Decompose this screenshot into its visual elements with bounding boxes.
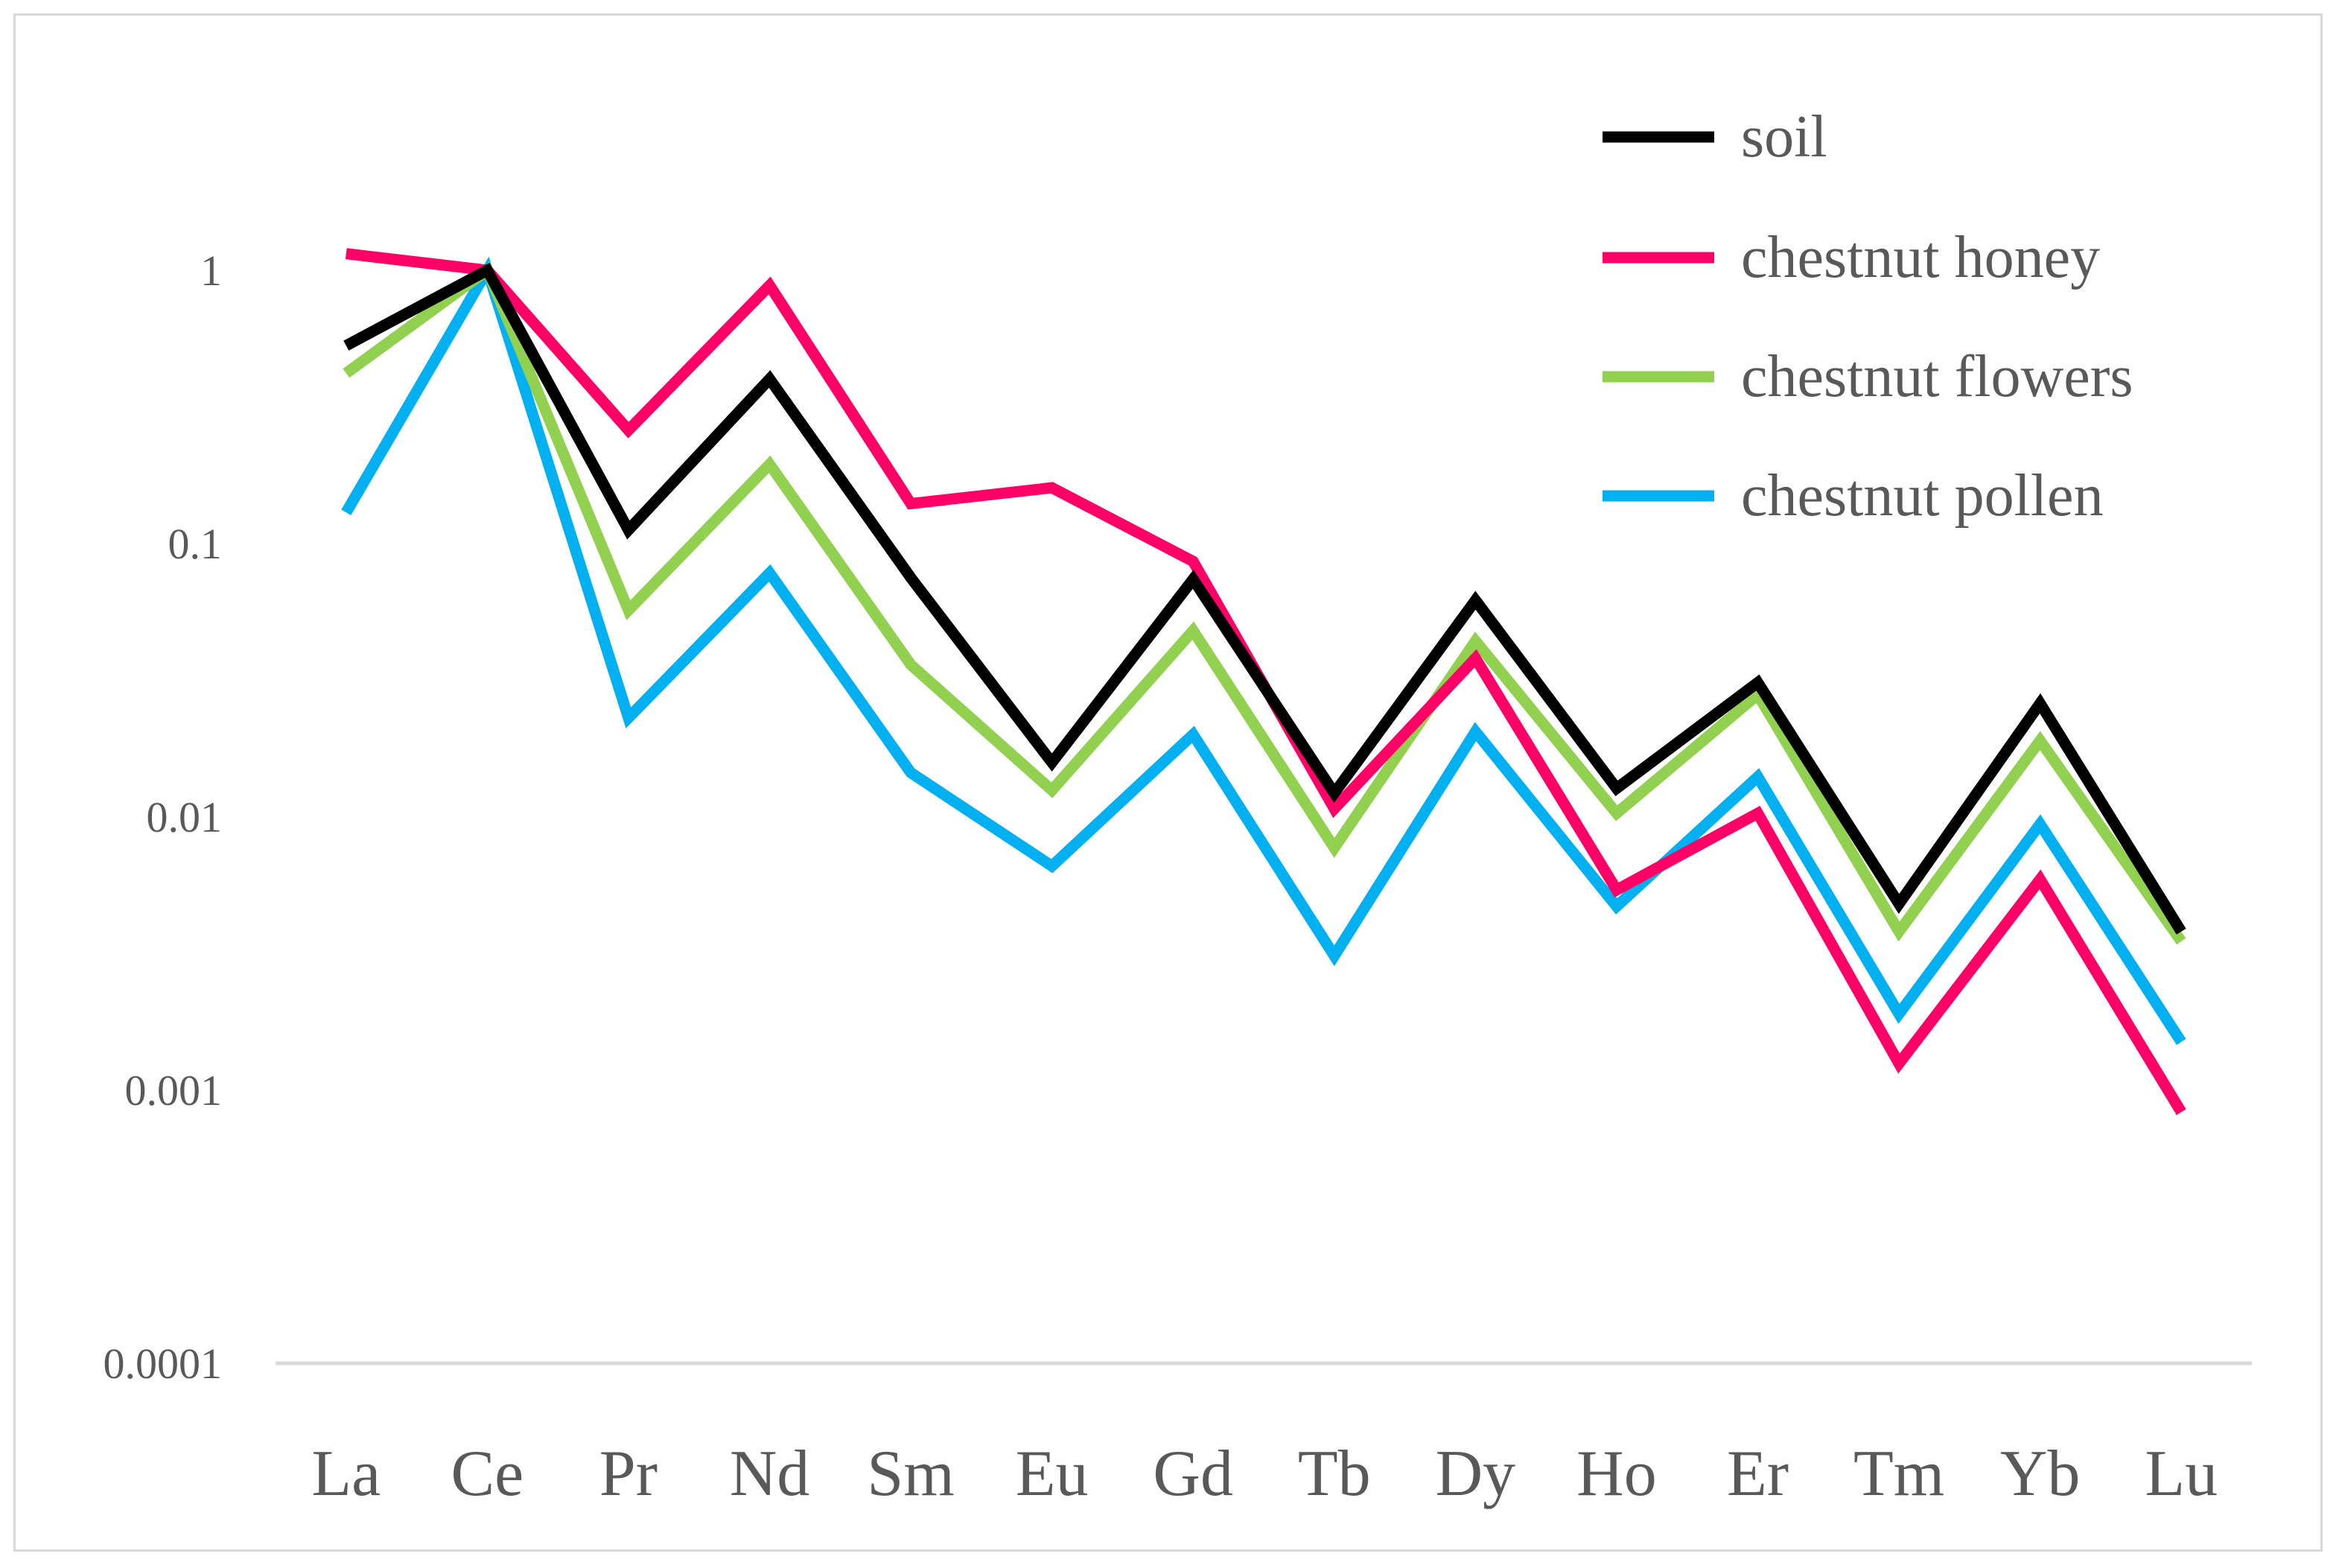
x-tick-label: Ho xyxy=(1576,1438,1657,1510)
legend-label: chestnut pollen xyxy=(1741,463,2104,529)
x-tick-label: Nd xyxy=(730,1438,810,1510)
x-tick-label: Tb xyxy=(1298,1438,1371,1510)
y-tick-label: 1 xyxy=(200,246,222,295)
x-axis-ticks: La Ce Pr Nd Sm Eu Gd Tb Dy Ho Er Tm Yb Lu xyxy=(311,1438,2218,1510)
x-tick-label: Pr xyxy=(599,1438,658,1510)
chart-frame xyxy=(13,13,2323,1552)
x-tick-label: La xyxy=(311,1438,381,1510)
y-tick-label: 0.1 xyxy=(168,520,223,568)
y-tick-label: 0.0001 xyxy=(104,1339,223,1388)
x-tick-label: Yb xyxy=(2000,1438,2081,1510)
x-tick-label: Sm xyxy=(867,1438,954,1510)
legend-label: chestnut flowers xyxy=(1741,344,2133,409)
legend-label: chestnut honey xyxy=(1741,225,2100,290)
series-lines xyxy=(341,248,2186,1115)
series-line-chestnut-flowers xyxy=(343,261,2186,945)
series-line-chestnut-pollen xyxy=(341,256,2186,1045)
x-tick-label: Ce xyxy=(451,1438,524,1510)
legend: soil chestnut honey chestnut flowers chestn… xyxy=(1603,104,2133,529)
x-tick-label: Tm xyxy=(1853,1438,1944,1510)
x-tick-label: Eu xyxy=(1016,1438,1089,1510)
y-axis-ticks: 0.0001 0.001 0.01 0.1 1 xyxy=(104,246,223,1388)
y-tick-label: 0.01 xyxy=(147,793,223,841)
x-tick-label: Dy xyxy=(1436,1438,1516,1510)
x-tick-label: Lu xyxy=(2145,1438,2218,1510)
x-tick-label: Er xyxy=(1727,1438,1789,1510)
y-tick-label: 0.001 xyxy=(125,1066,223,1115)
series-line-soil xyxy=(343,262,2186,935)
x-tick-label: Gd xyxy=(1153,1438,1233,1510)
legend-label: soil xyxy=(1741,104,1827,170)
